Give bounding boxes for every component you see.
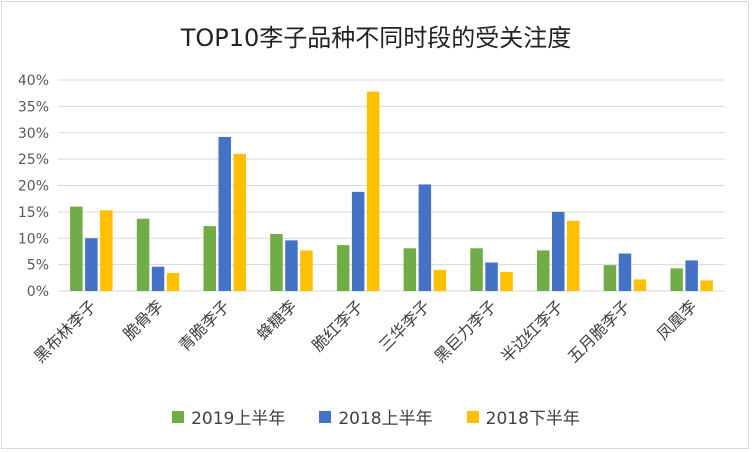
x-tick-label: 三华李子 — [375, 296, 434, 355]
y-tick-label: 40% — [18, 73, 49, 89]
bar — [285, 240, 298, 291]
bar — [485, 262, 498, 291]
bar — [552, 211, 565, 291]
bar — [85, 238, 98, 291]
bar — [270, 234, 283, 291]
bar — [670, 268, 683, 291]
x-tick-label: 蜂糖李 — [253, 296, 300, 343]
y-tick-label: 0% — [27, 284, 49, 300]
y-tick-label: 5% — [27, 258, 49, 274]
x-tick-label: 五月脆李子 — [564, 296, 634, 366]
chart-title: TOP10李子品种不同时段的受关注度 — [180, 24, 572, 52]
bar — [500, 272, 513, 291]
legend-item: 2018上半年 — [319, 404, 433, 429]
y-tick-label: 35% — [18, 99, 49, 115]
y-tick-label: 15% — [18, 205, 49, 221]
bar — [233, 153, 246, 291]
y-tick-label: 10% — [18, 231, 49, 247]
bar — [351, 191, 365, 291]
bar — [218, 136, 231, 291]
bar — [433, 269, 447, 291]
bar — [151, 266, 165, 291]
x-tick-label: 半边红李子 — [497, 296, 567, 366]
bar — [633, 279, 647, 291]
bar — [203, 226, 216, 291]
bar — [70, 206, 83, 291]
legend-swatch — [319, 410, 332, 423]
x-tick-label: 脆骨李 — [119, 296, 166, 343]
legend-label: 2018下半年 — [485, 409, 580, 429]
bar — [366, 91, 380, 291]
legend-item: 2019上半年 — [172, 404, 285, 429]
bar — [336, 245, 350, 291]
bar — [136, 218, 150, 291]
legend-label: 2018上半年 — [338, 409, 433, 429]
x-tick-label: 黑巨力李子 — [430, 296, 500, 366]
bar — [100, 210, 113, 291]
y-tick-label: 25% — [18, 152, 49, 168]
bar — [418, 184, 432, 291]
legend-swatch — [466, 410, 479, 423]
x-tick-label: 黑布林李子 — [30, 296, 100, 366]
bar — [700, 280, 713, 291]
bar — [403, 248, 417, 291]
x-tick-label: 青脆李子 — [175, 296, 234, 355]
y-tick-label: 30% — [18, 126, 49, 142]
bar — [685, 260, 698, 291]
bar — [470, 248, 483, 291]
y-tick-label: 20% — [18, 179, 49, 195]
legend-label: 2019上半年 — [191, 409, 286, 429]
bar — [618, 253, 632, 291]
legend-item: 2018下半年 — [466, 404, 580, 429]
legend-swatch — [172, 410, 185, 423]
x-tick-label: 脆红李子 — [308, 296, 367, 355]
x-tick-label: 凤凰李 — [653, 296, 700, 343]
bar — [166, 273, 180, 291]
bar — [300, 250, 313, 291]
bar — [537, 250, 550, 291]
bar — [567, 220, 580, 291]
chart-legend: 2019上半年 2018上半年 2018下半年 — [0, 404, 752, 429]
bar — [603, 265, 617, 291]
